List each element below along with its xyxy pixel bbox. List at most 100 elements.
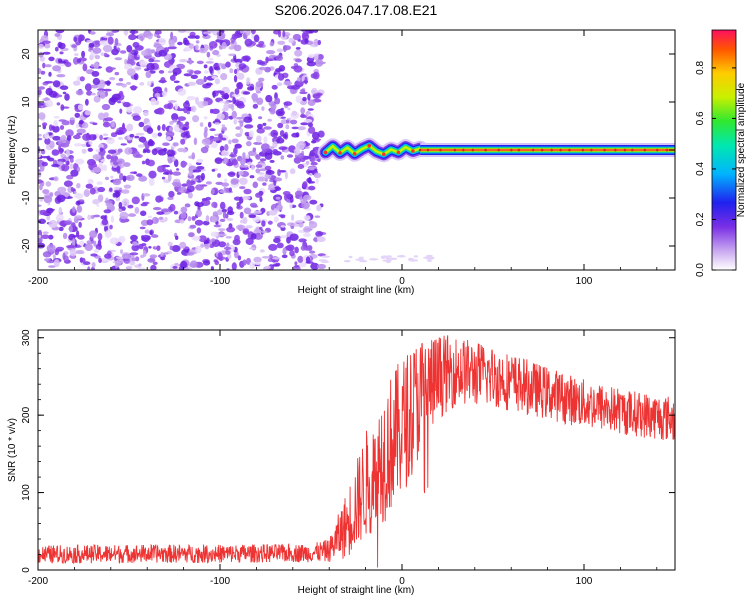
noise-blob — [76, 128, 86, 134]
top-y-tick-label: -10 — [21, 190, 32, 205]
noise-blob — [39, 183, 43, 191]
noise-blob — [204, 70, 209, 74]
noise-blob — [250, 233, 257, 240]
noise-blob — [133, 171, 137, 175]
noise-blob — [133, 73, 139, 81]
noise-blob — [101, 103, 111, 111]
noise-blob — [147, 159, 155, 167]
signal-peak-dot — [540, 148, 544, 152]
noise-blob — [169, 203, 176, 212]
noise-blob — [289, 250, 295, 257]
noise-blob — [179, 241, 187, 249]
noise-blob — [247, 161, 252, 166]
signal-hotspot — [411, 149, 415, 153]
noise-blob — [280, 119, 288, 125]
noise-blob — [218, 241, 227, 248]
noise-blob — [118, 78, 124, 82]
noise-blob — [202, 243, 211, 248]
noise-blob — [242, 259, 247, 266]
noise-blob — [75, 123, 80, 129]
noise-blob — [291, 110, 298, 116]
noise-blob — [210, 141, 218, 149]
noise-blob — [313, 30, 319, 33]
noise-blob — [226, 226, 236, 233]
noise-blob — [141, 137, 145, 143]
noise-blob — [214, 66, 221, 71]
noise-blob — [112, 179, 122, 186]
noise-blob — [112, 192, 116, 198]
noise-blob — [220, 73, 228, 81]
noise-blob — [98, 143, 104, 149]
noise-blob — [83, 189, 91, 198]
noise-blob — [177, 41, 183, 46]
noise-blob — [130, 50, 134, 54]
noise-blob — [315, 230, 323, 237]
noise-blob — [265, 265, 271, 269]
top-y-ticks: -20 -10 0 10 20 — [21, 29, 675, 271]
noise-blob — [153, 43, 162, 48]
noise-blob — [232, 97, 237, 104]
noise-blob — [138, 175, 148, 182]
noise-blob — [234, 250, 239, 259]
noise-blob — [215, 181, 224, 185]
noise-blob — [59, 136, 66, 141]
noise-blob — [131, 257, 136, 262]
noise-blob — [272, 149, 279, 154]
noise-blob — [38, 236, 43, 244]
noise-blob — [63, 220, 72, 225]
noise-blob — [212, 90, 216, 98]
colorbar-tick-label: 0.8 — [695, 61, 706, 75]
snr-series-line — [38, 335, 675, 568]
noise-blob — [75, 251, 85, 255]
noise-blob — [48, 220, 58, 228]
noise-blob — [273, 186, 282, 191]
noise-blob — [160, 208, 171, 213]
noise-blob — [242, 195, 251, 200]
signal-hotspot — [338, 151, 342, 155]
noise-blob — [113, 45, 117, 50]
noise-blob — [245, 141, 252, 147]
bottom-y-tick-label: 0 — [21, 567, 32, 573]
noise-blob — [104, 253, 112, 259]
noise-blob — [119, 108, 123, 114]
noise-blob — [214, 121, 220, 126]
noise-blob — [181, 126, 188, 131]
noise-blob — [246, 77, 251, 85]
noise-blob — [56, 194, 66, 203]
noise-blob — [75, 200, 81, 206]
noise-blob — [316, 236, 326, 243]
bottom-x-tick-label: -200 — [28, 576, 48, 587]
noise-blob — [72, 206, 76, 214]
noise-blob — [129, 133, 135, 138]
noise-blob — [244, 124, 254, 129]
noise-blob — [96, 181, 103, 185]
noise-blob — [102, 35, 110, 38]
noise-blob — [312, 93, 321, 99]
noise-blob — [221, 126, 228, 132]
noise-blob — [307, 170, 313, 174]
noise-blob — [294, 190, 304, 197]
noise-blob — [69, 225, 73, 233]
noise-blob — [180, 138, 186, 145]
noise-blob — [229, 154, 237, 158]
noise-blob — [309, 199, 318, 205]
noise-blob — [248, 130, 254, 138]
noise-blob — [196, 166, 205, 170]
noise-blob — [196, 60, 204, 65]
noise-blob — [308, 221, 318, 229]
signal-peak-dot — [623, 148, 627, 152]
noise-blob — [294, 246, 299, 254]
colorbar-label: Normalized spectral amplitude — [736, 82, 747, 217]
noise-blob — [172, 183, 182, 188]
noise-blob — [74, 193, 84, 199]
noise-blob — [218, 62, 223, 67]
noise-blob — [53, 259, 60, 268]
noise-blob — [255, 154, 261, 160]
top-y-tick-label: -20 — [21, 238, 32, 253]
noise-blob — [257, 123, 263, 130]
noise-blob — [146, 81, 152, 87]
noise-blob — [82, 133, 92, 141]
snr-panel: -200 -100 0 100 0 100 200 300 Height of straig… — [7, 329, 676, 596]
noise-blob — [298, 222, 304, 228]
